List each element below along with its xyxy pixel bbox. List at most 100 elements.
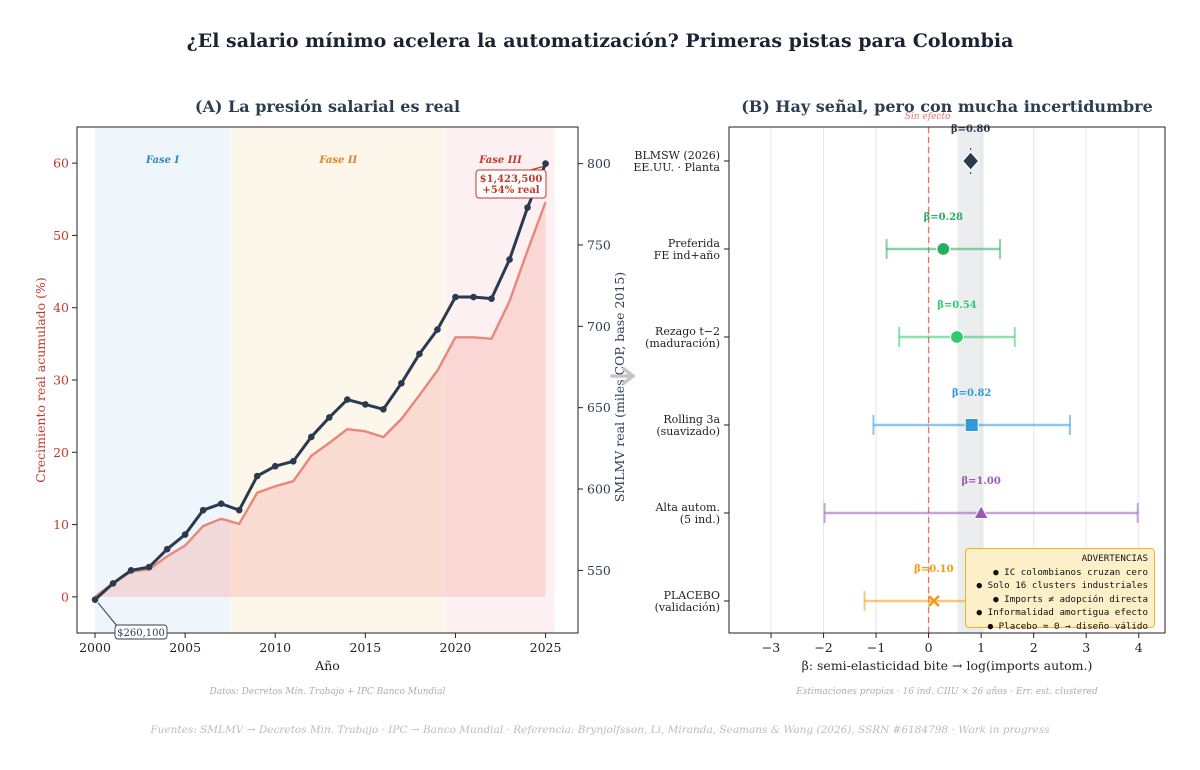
point-marker bbox=[961, 151, 980, 171]
warnings-title: ADVERTENCIAS bbox=[1081, 553, 1148, 564]
plot-frame bbox=[728, 126, 1166, 634]
y-tick-label: 0 bbox=[61, 589, 69, 604]
smlmv-point bbox=[199, 506, 207, 514]
point-value-label: β=0.54 bbox=[937, 300, 976, 311]
row-label: EE.UU. · Planta bbox=[633, 161, 720, 174]
x-tick-label: 2025 bbox=[530, 640, 562, 655]
smlmv-point bbox=[181, 531, 189, 538]
warning-item: ● Imports ≠ adopción directa bbox=[993, 593, 1148, 605]
row-label: (maduración) bbox=[645, 337, 720, 350]
y2-tick-label: 750 bbox=[587, 237, 611, 252]
annotation-arrow bbox=[97, 602, 118, 627]
x-tick-label: −3 bbox=[762, 640, 780, 655]
warning-item: ● Informalidad amortigua efecto bbox=[976, 607, 1148, 618]
warning-item: ● IC colombianos cruzan cero bbox=[993, 566, 1148, 578]
x-tick-label: 2000 bbox=[79, 640, 111, 655]
point-value-label: β=0.82 bbox=[952, 388, 991, 399]
phase-band bbox=[230, 127, 447, 633]
growth-line bbox=[94, 201, 547, 598]
x-tick-label: 2 bbox=[1030, 640, 1038, 655]
zero-label: Sin efecto bbox=[905, 112, 951, 122]
point-value-label: β=0.80 bbox=[951, 124, 990, 135]
smlmv-point bbox=[398, 379, 405, 387]
row-label: (5 ind.) bbox=[680, 513, 720, 526]
smlmv-point bbox=[434, 326, 441, 333]
smlmv-point bbox=[380, 405, 387, 413]
panel-title: (A) La presión salarial es real bbox=[195, 97, 460, 116]
point-marker bbox=[927, 595, 940, 607]
phase-label: Fase I bbox=[145, 155, 180, 166]
x-tick-label: 2020 bbox=[440, 640, 472, 655]
figure-title: ¿El salario mínimo acelera la automatiza… bbox=[186, 30, 1014, 52]
row-label: (validación) bbox=[655, 601, 720, 614]
smlmv-point bbox=[91, 596, 99, 603]
y-tick-label: 20 bbox=[53, 445, 69, 460]
annotation-text: $260,100 bbox=[117, 628, 165, 639]
x-axis-label: β: semi-elasticidad bite → log(imports a… bbox=[802, 658, 1093, 673]
smlmv-point bbox=[217, 500, 225, 507]
x-tick-label: 1 bbox=[977, 640, 985, 655]
row-label: PLACEBO bbox=[664, 589, 720, 602]
figure-footer: Fuentes: SMLMV → Decretos Min. Trabajo ·… bbox=[150, 724, 1050, 736]
y-tick-label: 10 bbox=[53, 517, 69, 532]
annotation-box bbox=[114, 624, 168, 640]
point-value-label: β=1.00 bbox=[961, 476, 1000, 487]
x-axis-label: Año bbox=[314, 658, 340, 673]
x-tick-label: −2 bbox=[814, 640, 832, 655]
phase-band bbox=[446, 127, 555, 633]
phase-label: Fase II bbox=[318, 155, 357, 166]
annotation-text: $1,423,500 bbox=[480, 174, 543, 185]
smlmv-point bbox=[145, 563, 153, 571]
smlmv-point bbox=[470, 293, 477, 301]
warning-item: ● Placebo ≈ 0 → diseño válido bbox=[987, 620, 1148, 632]
row-label: Alta autom. bbox=[654, 501, 720, 514]
y-axis-label: Crecimiento real acumulado (%) bbox=[33, 277, 48, 483]
y-tick-label: 50 bbox=[53, 228, 69, 243]
point-marker bbox=[949, 329, 965, 345]
y2-tick-label: 600 bbox=[587, 482, 611, 497]
point-value-label: β=0.28 bbox=[924, 212, 963, 223]
phase-label: Fase III bbox=[478, 155, 522, 166]
panel-title: (B) Hay señal, pero con mucha incertidum… bbox=[741, 97, 1153, 116]
x-tick-label: 4 bbox=[1135, 640, 1143, 655]
row-label: Rolling 3a bbox=[663, 413, 720, 426]
smlmv-point bbox=[362, 401, 369, 408]
y-tick-label: 30 bbox=[53, 373, 69, 388]
smlmv-point bbox=[344, 396, 351, 403]
y-tick-label: 40 bbox=[53, 300, 69, 315]
smlmv-point bbox=[326, 414, 333, 421]
smlmv-point bbox=[235, 506, 243, 514]
y2-tick-label: 700 bbox=[587, 319, 611, 334]
row-label: Rezago t−2 bbox=[655, 325, 720, 338]
row-label: (suavizado) bbox=[656, 425, 720, 438]
y2-tick-label: 550 bbox=[587, 563, 611, 578]
growth-area bbox=[95, 202, 546, 597]
panel-connector-arrow bbox=[610, 367, 636, 385]
smlmv-point bbox=[163, 545, 171, 553]
smlmv-point bbox=[253, 472, 261, 480]
smlmv-point bbox=[271, 462, 279, 470]
row-label: BLMSW (2026) bbox=[634, 149, 720, 162]
smlmv-point bbox=[109, 580, 117, 587]
panel-note: Datos: Decretos Min. Trabajo + IPC Banco… bbox=[209, 687, 446, 697]
smlmv-point bbox=[127, 567, 135, 574]
smlmv-point bbox=[506, 256, 513, 263]
y-tick-label: 60 bbox=[53, 156, 69, 171]
smlmv-point bbox=[524, 204, 531, 211]
panel-note: Estimaciones propias · 16 ind. CIIU × 26… bbox=[795, 687, 1098, 697]
smlmv-point bbox=[542, 160, 549, 167]
x-tick-label: −1 bbox=[867, 640, 885, 655]
y2-tick-label: 650 bbox=[587, 400, 611, 415]
point-marker bbox=[973, 504, 989, 519]
annotation-text: +54% real bbox=[482, 185, 539, 196]
x-tick-label: 3 bbox=[1082, 640, 1090, 655]
warnings-box: ADVERTENCIAS ● IC colombianos cruzan cer… bbox=[965, 548, 1155, 632]
row-label: Preferida bbox=[668, 237, 721, 250]
row-label: FE ind+año bbox=[654, 249, 721, 262]
smlmv-point bbox=[307, 433, 315, 441]
arrow-icon bbox=[610, 367, 636, 385]
phase-band bbox=[95, 127, 231, 633]
